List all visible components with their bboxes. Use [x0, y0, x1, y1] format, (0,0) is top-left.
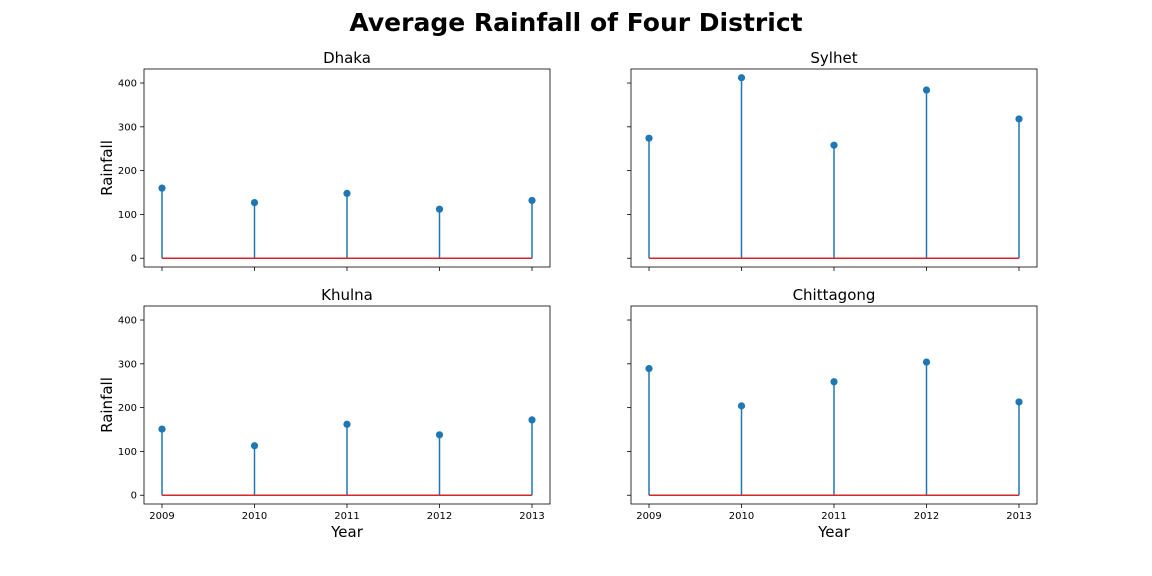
- x-tick-label: 2013: [519, 511, 544, 522]
- y-tick-label: 300: [118, 359, 137, 370]
- stem-marker: [1015, 115, 1023, 123]
- figure-title: Average Rainfall of Four District: [349, 8, 802, 37]
- subplot-title: Khulna: [321, 286, 373, 304]
- y-tick-label: 0: [131, 254, 137, 265]
- x-axis-label: Year: [817, 523, 851, 541]
- stem-marker: [250, 199, 259, 207]
- x-tick-label: 2011: [821, 511, 846, 522]
- x-tick-label: 2012: [914, 511, 939, 522]
- x-tick-label: 2009: [149, 511, 174, 522]
- x-tick-label: 2010: [242, 511, 267, 522]
- subplot-frame: [630, 305, 1038, 505]
- x-tick-label: 2009: [636, 511, 661, 522]
- subplot-title: Chittagong: [793, 286, 876, 304]
- stem-marker: [528, 196, 536, 205]
- y-tick-label: 200: [118, 166, 137, 177]
- y-tick-label: 0: [131, 491, 137, 502]
- stem-marker: [645, 365, 653, 373]
- stem-marker: [158, 425, 166, 433]
- y-axis-label: Rainfall: [98, 140, 116, 196]
- subplot-frame: [143, 305, 551, 505]
- stem-marker: [158, 184, 166, 192]
- stem-marker: [645, 134, 653, 142]
- x-tick-label: 2012: [427, 511, 452, 522]
- y-tick-label: 400: [118, 79, 137, 90]
- x-tick-label: 2010: [729, 511, 754, 522]
- subplot-dhaka: Dhaka 0 100 200 300 400 Rainfall: [98, 49, 551, 271]
- stem-marker: [830, 378, 838, 386]
- stem-marker: [737, 402, 746, 410]
- stem-marker: [922, 358, 931, 366]
- y-tick-label: 400: [118, 316, 137, 327]
- y-tick-label: 100: [118, 447, 137, 458]
- y-axis-label: Rainfall: [98, 377, 116, 433]
- subplot-frame: [143, 68, 551, 268]
- stem-marker: [528, 416, 536, 424]
- stem-marker: [1015, 398, 1023, 406]
- stem-marker: [830, 141, 838, 149]
- subplot-sylhet: Sylhet: [627, 49, 1038, 271]
- y-tick-label: 300: [118, 122, 137, 133]
- y-tick-label: 200: [118, 403, 137, 414]
- x-axis-label: Year: [330, 523, 364, 541]
- subplot-chittagong: Chittagong 2009 2010 2011 2012 2013 Year: [627, 286, 1038, 541]
- subplot-khulna: Khulna 0 100 200 300 400 2009 2010 2011 2012 2013 R…: [98, 286, 551, 541]
- stem-marker: [435, 431, 444, 439]
- stem-marker: [343, 189, 351, 198]
- stem-marker: [250, 442, 259, 450]
- y-tick-label: 100: [118, 210, 137, 221]
- x-tick-label: 2013: [1006, 511, 1031, 522]
- subplots: Dhaka 0 100 200 300 400 Rainfall Sylhet Khulna 0 1…: [98, 49, 1038, 541]
- subplot-title: Sylhet: [810, 49, 857, 67]
- stem-marker: [922, 86, 931, 94]
- stem-marker: [343, 420, 351, 428]
- stem-marker: [737, 74, 746, 82]
- subplot-title: Dhaka: [323, 49, 371, 67]
- subplot-frame: [630, 68, 1038, 268]
- x-tick-label: 2011: [334, 511, 359, 522]
- stem-marker: [435, 205, 444, 213]
